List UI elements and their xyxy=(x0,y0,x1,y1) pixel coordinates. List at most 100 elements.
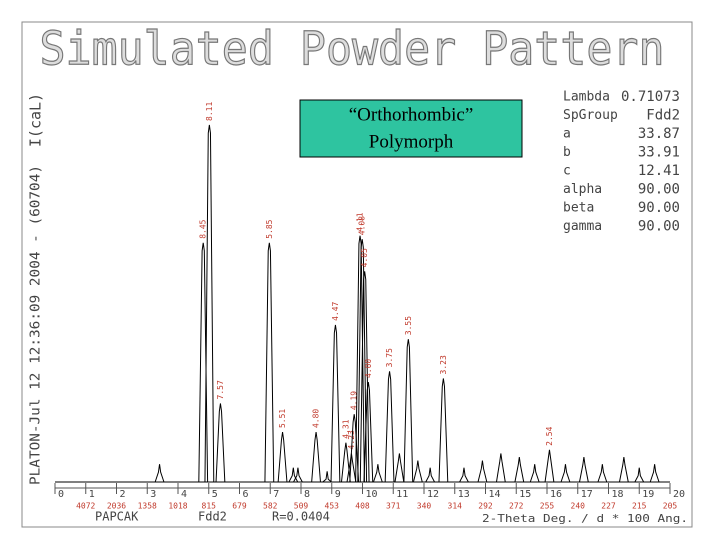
d-label: 582 xyxy=(263,502,278,511)
cell-value: 12.41 xyxy=(638,163,680,179)
d-label: 340 xyxy=(417,502,432,511)
peak xyxy=(340,442,351,483)
chart-title: Simulated Powder Pattern xyxy=(40,22,665,76)
peak-label: 5.51 xyxy=(278,409,287,428)
cell-value: 90.00 xyxy=(638,200,680,216)
peak xyxy=(495,453,506,483)
peak xyxy=(412,460,423,483)
peak xyxy=(597,464,608,483)
peak xyxy=(154,464,165,483)
x-tick-label: 14 xyxy=(489,489,501,500)
x-tick-label: 15 xyxy=(519,489,531,500)
peak-label: 4.05 xyxy=(360,248,369,267)
cell-name: Lambda xyxy=(563,90,610,105)
d-label: 815 xyxy=(202,502,217,511)
peak xyxy=(363,381,374,483)
annotation: “Orthorhombic” xyxy=(349,104,474,125)
d-label: 227 xyxy=(601,502,616,511)
cell-name: b xyxy=(563,145,571,160)
x-tick-label: 3 xyxy=(150,489,156,500)
peak xyxy=(359,271,370,483)
peak xyxy=(529,464,540,483)
peak xyxy=(459,467,469,483)
annotation: Polymorph xyxy=(369,131,454,152)
peak xyxy=(618,456,629,483)
x-tick-label: 7 xyxy=(273,489,279,500)
peak-label: 4.80 xyxy=(312,409,321,428)
peak-label: 8.45 xyxy=(199,219,208,238)
d-label: 205 xyxy=(663,502,678,511)
peak xyxy=(477,460,488,483)
y-label: I(caL) xyxy=(27,93,45,147)
cell-value: Fdd2 xyxy=(646,108,680,124)
x-tick-label: 1 xyxy=(89,489,95,500)
peak-label: 8.11 xyxy=(205,102,214,121)
peak xyxy=(357,239,368,483)
peak xyxy=(264,242,275,483)
peak-label: 4.11 xyxy=(356,212,365,231)
d-label: 408 xyxy=(355,502,370,511)
x-tick-label: 13 xyxy=(458,489,470,500)
x-tick-label: 0 xyxy=(58,489,64,500)
peak xyxy=(277,431,288,483)
x-tick-label: 18 xyxy=(612,489,624,500)
d-label: 1358 xyxy=(138,502,157,511)
peak xyxy=(204,124,215,483)
peak xyxy=(394,453,405,483)
peak-label: 4.08 xyxy=(358,216,367,235)
peak xyxy=(384,371,395,483)
d-label: 453 xyxy=(325,502,340,511)
peak-label: 4.00 xyxy=(364,359,373,378)
x-label: 2-Theta Deg. / d * 100 Ang. xyxy=(482,512,688,525)
d-label: 215 xyxy=(632,502,647,511)
d-label: 679 xyxy=(232,502,247,511)
d-label: 292 xyxy=(478,502,493,511)
peak xyxy=(293,467,303,483)
peak-label: 3.23 xyxy=(439,355,448,374)
peak xyxy=(425,467,435,483)
d-label: 509 xyxy=(294,502,309,511)
d-label: 240 xyxy=(571,502,586,511)
peak-label: 4.19 xyxy=(350,391,359,410)
d-label: 1018 xyxy=(168,502,187,511)
annotation-box xyxy=(299,99,523,158)
peak-label: 7.57 xyxy=(216,380,225,399)
d-label: 4072 xyxy=(76,502,95,511)
footer: R=0.0404 xyxy=(272,510,330,524)
x-tick-label: 20 xyxy=(673,489,685,500)
cell-name: a xyxy=(563,127,571,142)
x-tick-label: 10 xyxy=(366,489,378,500)
peak xyxy=(438,378,449,483)
peak-label: 5.85 xyxy=(265,219,274,238)
peak xyxy=(514,456,525,483)
x-tick-label: 8 xyxy=(304,489,310,500)
peak xyxy=(288,467,299,483)
peak-label: 3.55 xyxy=(404,316,413,335)
peak xyxy=(198,242,209,483)
x-tick-label: 9 xyxy=(335,489,341,500)
cell-value: 33.87 xyxy=(638,126,680,142)
peak-label: 3.75 xyxy=(385,348,394,367)
x-tick-label: 2 xyxy=(120,489,126,500)
footer: PAPCAK xyxy=(95,510,139,524)
cell-value: 90.00 xyxy=(638,182,680,198)
x-tick-label: 5 xyxy=(212,489,218,500)
cell-value: 33.91 xyxy=(638,145,680,161)
cell-name: beta xyxy=(563,201,594,216)
cell-name: gamma xyxy=(563,219,602,234)
cell-value: 90.00 xyxy=(638,219,680,235)
d-label: 371 xyxy=(386,502,401,511)
cell-name: SpGroup xyxy=(563,108,618,123)
peak xyxy=(355,235,365,483)
frame xyxy=(21,21,693,528)
cell-value: 0.71073 xyxy=(621,89,680,105)
peak xyxy=(373,464,383,483)
peak xyxy=(544,449,555,483)
cell-name: alpha xyxy=(563,182,602,197)
footer: Fdd2 xyxy=(198,510,227,524)
x-tick-label: 11 xyxy=(396,489,408,500)
x-tick-label: 6 xyxy=(243,489,249,500)
d-label: 272 xyxy=(509,502,524,511)
x-tick-label: 16 xyxy=(550,489,562,500)
